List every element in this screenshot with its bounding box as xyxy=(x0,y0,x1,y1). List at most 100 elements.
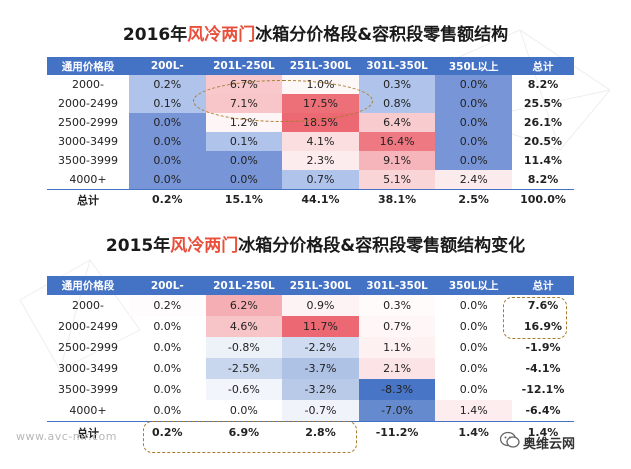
row-label: 2500-2999 xyxy=(58,341,118,354)
data-cell: 0.0% xyxy=(459,362,488,375)
row-total: 8.2% xyxy=(527,78,559,91)
data-cell: 0.0% xyxy=(153,383,182,396)
data-cell: 0.7% xyxy=(282,170,359,190)
column-header: 200L- xyxy=(129,57,206,75)
data-cell: -0.6% xyxy=(205,379,283,400)
data-cell: 0.0% xyxy=(153,320,182,333)
data-cell: 0.0% xyxy=(459,299,488,312)
data-cell: 4.6% xyxy=(205,316,283,337)
row-label: 3500-3999 xyxy=(58,154,118,167)
data-cell: 2.3% xyxy=(282,151,359,170)
grand-total: 100.0% xyxy=(512,189,574,209)
column-header: 301L-350L xyxy=(358,276,436,295)
column-header: 301L-350L xyxy=(358,57,436,75)
total-row: 总计 0.2% 6.9% 2.8% -11.2% 1.4% 1.4% xyxy=(47,421,574,443)
column-header: 350L以上 xyxy=(435,276,512,295)
table-row: 2500-2999 0.0% 1.2% 18.5% 6.4% 0.0% 26.1% xyxy=(47,113,574,132)
total-label: 总计 xyxy=(47,421,129,443)
table-row: 2000- 0.2% 6.2% 0.9% 0.3% 0.0% 7.6% xyxy=(47,295,574,316)
column-header: 通用价格段 xyxy=(47,57,129,75)
data-cell: 11.7% xyxy=(282,316,359,337)
row-total: -4.1% xyxy=(525,362,561,375)
row-total: -12.1% xyxy=(521,383,565,396)
table-row: 3500-3999 0.0% 0.0% 2.3% 9.1% 0.0% 11.4% xyxy=(47,151,574,170)
row-label: 4000+ xyxy=(69,173,107,186)
highlight-oval xyxy=(193,80,373,122)
brand-label: 奥维云网 xyxy=(523,437,576,452)
data-cell: 0.2% xyxy=(129,295,206,316)
data-cell: 0.0% xyxy=(435,151,512,170)
total-cell: -11.2% xyxy=(358,421,436,443)
data-cell: 0.0% xyxy=(459,341,488,354)
row-total: -1.9% xyxy=(525,341,561,354)
column-header: 251L-300L xyxy=(282,57,359,75)
data-cell: -0.7% xyxy=(282,400,359,422)
table-row: 3500-3999 0.0% -0.6% -3.2% -8.3% 0.0% -12.1% xyxy=(47,379,574,400)
data-cell: 2.1% xyxy=(358,358,436,379)
highlight-box-totals xyxy=(503,297,567,339)
total-cell: 6.9% xyxy=(205,421,283,443)
table1: 通用价格段 200L- 201L-250L 251L-300L 301L-350L 350… xyxy=(47,57,574,209)
row-total: 20.5% xyxy=(523,135,563,148)
row-label: 2000-2499 xyxy=(58,97,118,110)
data-cell: 0.0% xyxy=(435,75,512,94)
data-cell: 0.3% xyxy=(358,295,436,316)
data-cell: -0.8% xyxy=(205,337,283,358)
highlight-box-bottom xyxy=(143,421,357,453)
table-header-row: 通用价格段 200L- 201L-250L 251L-300L 301L-350L 350… xyxy=(47,57,574,75)
table-row: 2500-2999 0.0% -0.8% -2.2% 1.1% 0.0% -1.9% xyxy=(47,337,574,358)
row-label: 4000+ xyxy=(69,404,107,417)
table-row: 2000-2499 0.0% 4.6% 11.7% 0.7% 0.0% 16.9% xyxy=(47,316,574,337)
column-header: 251L-300L xyxy=(282,276,359,295)
row-label: 3500-3999 xyxy=(58,383,118,396)
row-label: 2000-2499 xyxy=(58,320,118,333)
data-cell: -2.2% xyxy=(282,337,359,358)
data-cell: 1.4% xyxy=(435,400,512,422)
data-cell: 0.0% xyxy=(153,341,182,354)
data-cell: 1.1% xyxy=(358,337,436,358)
column-header: 总计 xyxy=(512,57,574,75)
data-cell: 0.0% xyxy=(129,170,206,190)
row-total: 8.2% xyxy=(527,173,559,186)
total-cell: 2.8% xyxy=(282,421,359,443)
grand-total: 1.4% xyxy=(512,421,574,443)
row-label: 3000-3499 xyxy=(58,135,118,148)
data-cell: 0.0% xyxy=(459,383,488,396)
total-cell: 1.4% xyxy=(435,421,512,443)
data-cell: 0.3% xyxy=(358,75,436,94)
row-total: 26.1% xyxy=(523,116,563,129)
total-cell: 2.5% xyxy=(435,189,512,209)
total-cell: 38.1% xyxy=(358,189,436,209)
data-cell: 2.4% xyxy=(435,170,512,190)
column-header: 350L以上 xyxy=(435,57,512,75)
row-label: 2000- xyxy=(72,299,104,312)
table-row: 3000-3499 0.0% -2.5% -3.7% 2.1% 0.0% -4.1% xyxy=(47,358,574,379)
column-header: 总计 xyxy=(512,276,574,295)
total-cell: 15.1% xyxy=(205,189,283,209)
data-cell: 0.0% xyxy=(459,320,488,333)
row-total: 25.5% xyxy=(523,97,563,110)
column-header: 201L-250L xyxy=(205,57,283,75)
data-cell: 0.0% xyxy=(435,94,512,113)
data-cell: 0.0% xyxy=(129,113,206,132)
watermark: www.avc-mr.com xyxy=(16,430,117,443)
data-cell: 0.9% xyxy=(282,295,359,316)
total-cell: 0.2% xyxy=(129,189,206,209)
data-cell: 0.0% xyxy=(153,404,182,417)
data-cell: 0.8% xyxy=(358,94,436,113)
total-label: 总计 xyxy=(47,189,129,209)
data-cell: 0.0% xyxy=(129,132,206,151)
data-cell: 6.2% xyxy=(205,295,283,316)
table-row: 4000+ 0.0% 0.0% 0.7% 5.1% 2.4% 8.2% xyxy=(47,170,574,190)
data-cell: -8.3% xyxy=(358,379,436,400)
row-total: -6.4% xyxy=(525,404,561,417)
row-label: 2000- xyxy=(72,78,104,91)
data-cell: 16.4% xyxy=(358,132,436,151)
data-cell: 0.0% xyxy=(129,151,206,170)
table-row: 4000+ 0.0% 0.0% -0.7% -7.0% 1.4% -6.4% xyxy=(47,400,574,422)
wechat-icon xyxy=(500,431,520,448)
column-header: 201L-250L xyxy=(205,276,283,295)
row-label: 2500-2999 xyxy=(58,116,118,129)
data-cell: 0.1% xyxy=(129,94,206,113)
data-cell: 0.0% xyxy=(205,151,283,170)
